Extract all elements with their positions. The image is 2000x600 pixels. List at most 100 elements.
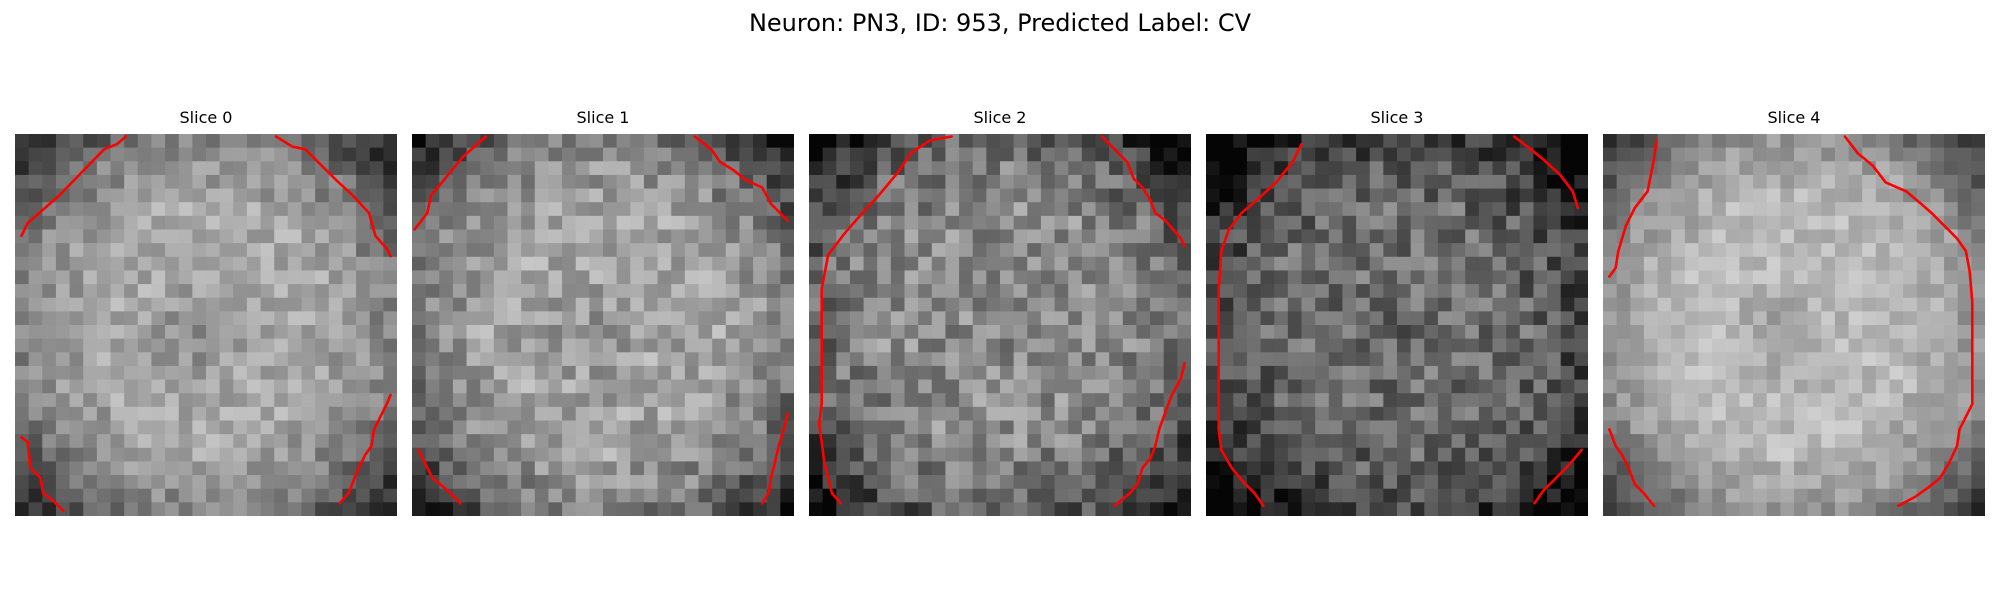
pixel-cell [383,434,397,449]
pixel-cell [780,215,794,231]
pixel-cell [42,352,57,367]
pixel-cell [1109,461,1124,476]
pixel-cell [412,338,427,353]
pixel-cell [986,365,1001,381]
pixel-cell [877,270,892,285]
pixel-cell [959,229,974,244]
pixel-cell [562,420,577,435]
pixel-cell [124,256,139,272]
pixel-cell [151,379,166,394]
pixel-cell [972,215,987,231]
pixel-cell [849,461,865,476]
pixel-cell [1698,229,1713,244]
pixel-cell [1163,461,1178,476]
pixel-cell [287,420,303,435]
pixel-cell [452,502,468,516]
pixel-cell [507,488,522,503]
pixel-cell [110,393,125,408]
pixel-cell [1875,229,1891,244]
contour-line [274,135,392,258]
pixel-cell [1603,215,1618,231]
pixel-cell [260,393,275,408]
pixel-cell [1287,311,1303,326]
pixel-cell [630,461,645,476]
pixel-cell [603,147,618,162]
pixel-cell [1397,434,1412,449]
pixel-cell [671,215,686,231]
pixel-cell [1547,379,1562,394]
pixel-cell [1492,488,1507,503]
pixel-cell [1698,379,1713,394]
pixel-cell [28,379,43,394]
pixel-cell [1163,270,1178,285]
pixel-cell [1328,284,1344,299]
pixel-cell [725,174,741,190]
pixel-cell [1519,147,1535,162]
pixel-cell [1671,488,1686,503]
pixel-cell [904,393,919,408]
pixel-cell [1875,379,1891,394]
pixel-cell [480,502,495,516]
pixel-cell [589,188,604,203]
pixel-cell [1971,379,1985,394]
pixel-cell [1027,188,1042,203]
pixel-cell [192,393,207,408]
pixel-cell [945,270,960,285]
pixel-cell [1603,161,1618,176]
pixel-cell [739,379,754,394]
pixel-cell [863,134,878,149]
pixel-cell [630,502,645,516]
pixel-cell [1040,420,1056,435]
pixel-cell [1177,134,1191,149]
pixel-cell [1684,188,1700,203]
pixel-cell [575,379,590,394]
pixel-cell [972,270,987,285]
pixel-cell [863,270,878,285]
pixel-cell [766,161,781,176]
pixel-cell [822,488,837,503]
pixel-cell [1574,229,1588,244]
pixel-cell [1054,256,1069,272]
pixel-cell [287,147,303,162]
pixel-cell [1013,338,1028,353]
pixel-cell [809,488,824,503]
pixel-cell [1875,188,1891,203]
pixel-cell [1807,325,1822,340]
pixel-cell [274,256,289,272]
pixel-cell [809,243,824,258]
pixel-cell [425,161,440,176]
pixel-cell [766,174,781,190]
pixel-cell [493,365,509,381]
pixel-cell [1424,352,1439,367]
pixel-cell [630,161,645,176]
pixel-cell [1862,256,1877,272]
pixel-cell [1081,270,1097,285]
slice-panel-2: Slice 2 [809,108,1191,518]
pixel-cell [69,488,84,503]
pixel-cell [1630,243,1645,258]
pixel-cell [1383,256,1398,272]
pixel-cell [836,270,851,285]
pixel-cell [1301,229,1316,244]
pixel-cell [1533,297,1548,312]
pixel-cell [137,488,153,503]
pixel-cell [466,215,481,231]
pixel-cell [383,161,397,176]
pixel-cell [1410,352,1425,367]
pixel-cell [671,365,686,381]
pixel-cell [1437,379,1453,394]
pixel-cell [684,352,700,367]
pixel-cell [534,297,550,312]
pixel-cell [507,256,522,272]
pixel-cell [328,461,344,476]
pixel-cell [1603,325,1618,340]
pixel-cell [206,393,221,408]
pixel-cell [1410,270,1425,285]
pixel-cell [1424,365,1439,381]
pixel-cell [507,325,522,340]
pixel-cell [328,447,344,463]
pixel-cell [165,297,180,312]
pixel-cell [1766,134,1781,149]
pixel-cell [28,174,43,190]
pixel-cell [890,325,906,340]
